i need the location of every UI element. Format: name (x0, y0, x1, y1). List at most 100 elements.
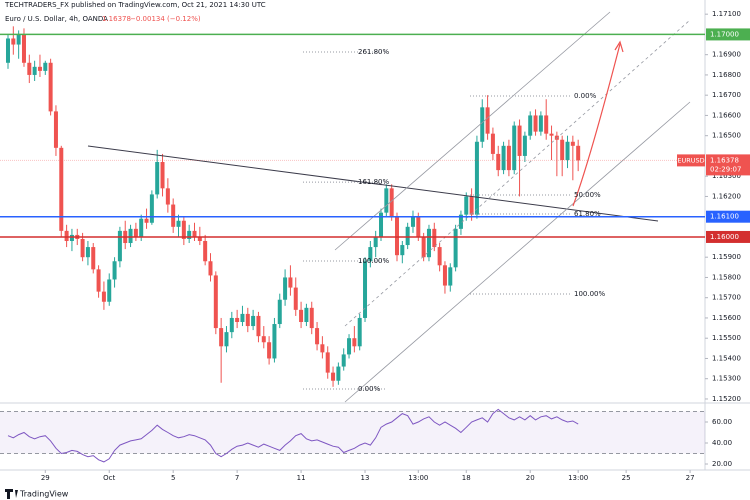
y-tick-label: 1.15900 (712, 253, 741, 261)
candle-body (69, 234, 74, 241)
candle-body (11, 38, 16, 45)
candle-body (501, 145, 506, 171)
rsi-tick-label: 20.00 (712, 460, 732, 468)
header-change: −0.00134 (−0.12%) (130, 15, 201, 23)
level-label: 1.16100 (710, 213, 739, 221)
candle-body (347, 338, 352, 355)
candle-body (245, 313, 250, 327)
logo (5, 489, 18, 499)
candle-body (538, 115, 543, 132)
candle-body (336, 366, 341, 381)
candle-body (528, 115, 533, 136)
y-tick-label: 1.16800 (712, 71, 741, 79)
candle-body (379, 212, 384, 237)
candle-body (27, 62, 32, 75)
candle-body (213, 275, 218, 329)
candle-body (256, 315, 261, 337)
rsi-line (7, 408, 579, 463)
candle-body (240, 313, 245, 323)
y-tick-label: 1.16900 (712, 51, 741, 59)
x-tick-label: 20 (526, 474, 535, 482)
arrow-head (614, 40, 624, 53)
candle-body (165, 188, 170, 205)
candle-body (149, 194, 154, 223)
candle-body (368, 247, 373, 262)
candle-body (101, 291, 106, 302)
candle-body (299, 309, 304, 323)
candle-body (512, 125, 517, 171)
candle-body (181, 220, 186, 239)
candle-body (448, 267, 453, 286)
x-tick-label: 13:00 (568, 474, 588, 482)
candle-body (267, 342, 272, 359)
drawings (87, 11, 691, 403)
candle-body (133, 228, 138, 237)
channel-upper (334, 11, 611, 251)
candle-body (384, 188, 389, 213)
candle-body (272, 324, 277, 359)
y-tick-label: 1.15500 (712, 334, 741, 342)
candle-body (112, 261, 117, 280)
candle-body (341, 354, 346, 367)
fib-label: 0.00% (574, 92, 597, 100)
candle-body (293, 287, 298, 310)
candle-body (458, 214, 463, 229)
rsi-tick-label: 40.00 (712, 439, 732, 447)
candle-body (405, 226, 410, 246)
candle-body (453, 228, 458, 268)
candle-body (107, 279, 112, 302)
candle-body (59, 147, 64, 231)
y-tick-label: 1.16700 (712, 91, 741, 99)
channel-mid (344, 19, 691, 327)
candle-body (64, 230, 69, 241)
level-label: 1.17000 (710, 30, 739, 38)
candle-body (117, 230, 122, 262)
header-price: 1.16378 (102, 15, 131, 23)
trend-line (87, 145, 659, 222)
candle-body (21, 34, 26, 63)
candle-body (325, 352, 330, 373)
level-box (706, 210, 750, 223)
level-box (706, 28, 750, 41)
candle-body (304, 307, 309, 323)
rsi-tick-label: 60.00 (712, 418, 732, 426)
candle-body (96, 269, 101, 292)
candle-body (261, 336, 266, 343)
candle-body (490, 133, 495, 154)
x-tick-label: Oct (103, 474, 115, 482)
y-tick-label: 1.15600 (712, 314, 741, 322)
candle-body (437, 247, 442, 266)
price-label: 1.16378 (710, 156, 739, 164)
candle-body (192, 230, 197, 237)
candle-body (203, 240, 208, 262)
candle-body (426, 228, 431, 258)
x-tick-label: 13:00 (408, 474, 428, 482)
candle-body (219, 328, 224, 347)
y-tick-label: 1.16600 (712, 111, 741, 119)
candle-body (421, 236, 426, 258)
fib-label: 50.00% (574, 191, 601, 199)
candle-body (208, 261, 213, 276)
candle-body (320, 344, 325, 353)
candle-body (432, 228, 437, 248)
candle-body (229, 317, 234, 333)
x-tick-label: 18 (462, 474, 471, 482)
candle-body (16, 34, 21, 45)
x-tick-label: 5 (171, 474, 175, 482)
candle-body (549, 133, 554, 136)
candle-body (288, 277, 293, 288)
y-tick-label: 1.15700 (712, 294, 741, 302)
candle-body (416, 216, 421, 237)
candle-body (469, 196, 474, 215)
level-box (706, 230, 750, 243)
x-tick-label: 25 (622, 474, 631, 482)
channel-lower (344, 101, 691, 403)
x-tick-label: 13 (361, 474, 370, 482)
candle-body (171, 204, 176, 227)
fib-label: 0.00% (358, 385, 381, 393)
fib-label: 61.80% (574, 210, 601, 218)
candle-body (5, 38, 10, 63)
candle-body (485, 107, 490, 134)
